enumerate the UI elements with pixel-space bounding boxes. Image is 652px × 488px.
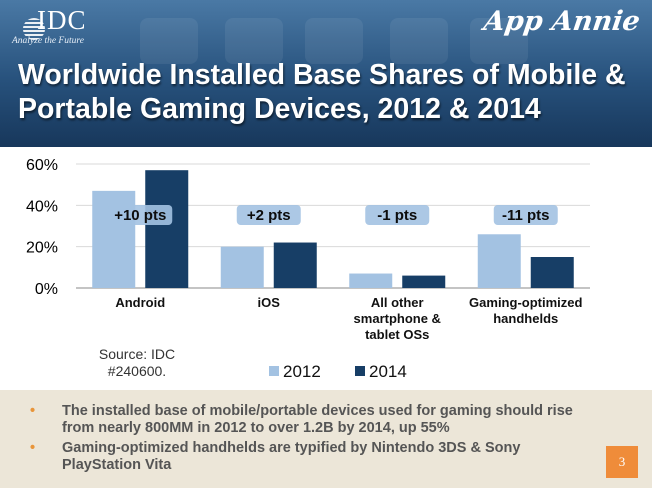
- bullet-dot: •: [30, 403, 36, 419]
- source-note: Source: IDC: [99, 346, 175, 362]
- category-label: Gaming-optimized: [469, 295, 582, 310]
- bar-2012: [349, 273, 393, 288]
- globe-icon: [23, 18, 45, 40]
- bullet-text: The installed base of mobile/portable de…: [62, 403, 573, 436]
- idc-logo-text: IDC: [37, 5, 87, 35]
- category-label: iOS: [258, 295, 281, 310]
- y-tick-label: 20%: [26, 240, 58, 257]
- source-note: #240600.: [108, 363, 166, 379]
- bar-chart: 0% 20% 40% 60% Android +10 pts iOS +2 pts All ot…: [26, 157, 590, 381]
- slide-title: Worldwide Installed Base Shares of Mobil…: [18, 59, 626, 125]
- y-tick-label: 0%: [35, 281, 58, 298]
- idc-logo: [12, 8, 102, 50]
- bullet-item: • The installed base of mobile/portable …: [30, 403, 590, 437]
- header-decoration: [305, 18, 363, 64]
- bar-2014: [273, 242, 317, 288]
- bar-2012: [477, 234, 521, 288]
- header-decoration: [390, 18, 448, 64]
- bullet-item: • Gaming-optimized handhelds are typifie…: [30, 440, 590, 474]
- slide-header: IDC Analyze the Future App Annie Worldwi…: [0, 0, 652, 147]
- change-label: +2 pts: [247, 207, 291, 224]
- category-label: All other: [371, 295, 424, 310]
- header-decoration: [225, 18, 283, 64]
- category-label: Android: [115, 295, 165, 310]
- legend-swatch: [355, 366, 365, 376]
- header-decoration: [140, 18, 198, 64]
- bar-2014: [402, 275, 446, 288]
- bar-2012: [220, 246, 264, 288]
- change-label-box: [108, 205, 173, 225]
- legend-swatch: [269, 366, 279, 376]
- idc-tagline: Analyze the Future: [12, 36, 84, 46]
- app-annie-logo: App Annie: [482, 6, 643, 37]
- change-label: +10 pts: [114, 207, 166, 224]
- category-label: tablet OSs: [365, 327, 429, 342]
- y-tick-label: 60%: [26, 157, 58, 174]
- legend-label: 2012: [283, 362, 321, 381]
- bar-2014: [145, 170, 189, 288]
- change-label: -1 pts: [377, 207, 417, 224]
- y-tick-label: 40%: [26, 198, 58, 215]
- change-label-box: [365, 205, 430, 225]
- bullet-text: Gaming-optimized handhelds are typified …: [62, 440, 521, 473]
- legend-label: 2014: [369, 362, 407, 381]
- bar-2014: [530, 257, 574, 288]
- category-label: smartphone &: [354, 311, 441, 326]
- bullet-panel: • The installed base of mobile/portable …: [0, 390, 652, 488]
- change-label-box: [236, 205, 301, 225]
- category-label: handhelds: [493, 311, 558, 326]
- header-decoration: [470, 18, 528, 64]
- change-label: -11 pts: [502, 207, 550, 224]
- change-label-box: [493, 205, 558, 225]
- bullet-dot: •: [30, 440, 36, 456]
- page-number-badge: 3: [606, 446, 638, 478]
